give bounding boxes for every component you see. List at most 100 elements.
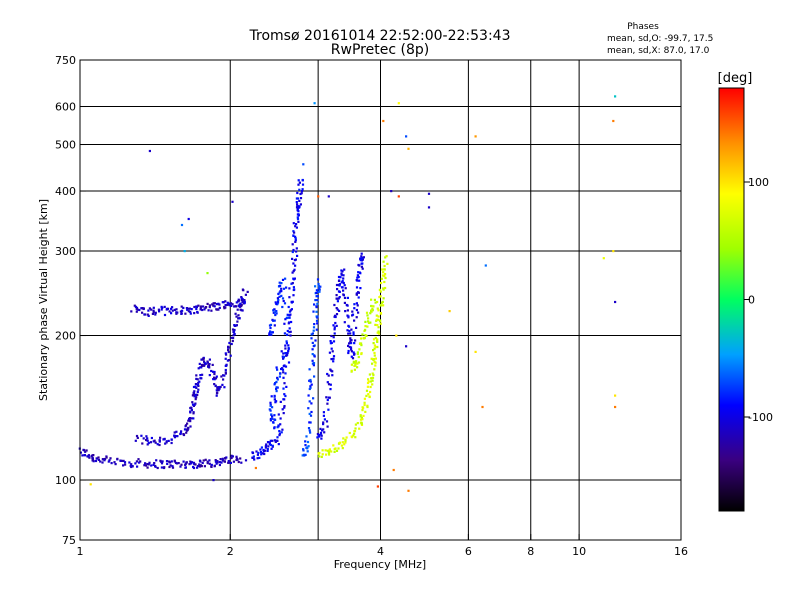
data-point — [146, 466, 149, 469]
data-point — [283, 322, 286, 325]
data-point — [348, 431, 351, 435]
data-point — [347, 351, 350, 355]
data-point — [296, 191, 299, 195]
data-point — [297, 183, 300, 186]
data-point — [350, 363, 353, 366]
data-point — [273, 414, 276, 417]
data-point — [197, 388, 200, 391]
data-point — [192, 461, 196, 464]
data-point — [237, 314, 240, 317]
data-point — [227, 359, 231, 362]
legend-o-stats: mean, sd,O: -99.7, 17.5 — [607, 34, 713, 44]
data-point — [189, 312, 192, 315]
data-point — [224, 457, 227, 460]
data-point — [293, 277, 296, 280]
data-point — [370, 298, 373, 301]
data-point — [107, 460, 110, 463]
data-point — [206, 272, 209, 275]
data-point — [377, 315, 380, 318]
data-point — [195, 307, 198, 311]
data-point — [361, 406, 364, 409]
data-point — [190, 308, 193, 311]
data-point — [301, 188, 304, 191]
data-point — [326, 449, 329, 452]
data-point — [230, 342, 233, 346]
data-point — [165, 460, 169, 463]
data-point — [268, 333, 271, 336]
data-point — [293, 259, 296, 262]
data-point — [316, 436, 319, 439]
y-tick-label: 100 — [55, 474, 76, 487]
data-point — [614, 394, 617, 397]
data-point — [370, 357, 373, 360]
data-point — [210, 465, 213, 468]
data-point — [344, 438, 347, 441]
data-point — [366, 381, 370, 385]
data-point — [292, 277, 295, 280]
data-point — [358, 427, 361, 430]
data-point — [360, 344, 363, 347]
data-point — [614, 405, 617, 409]
data-point — [285, 354, 288, 357]
data-point — [116, 457, 119, 460]
data-point — [378, 288, 381, 291]
data-point — [135, 310, 138, 313]
data-point — [377, 326, 380, 329]
data-point — [196, 390, 199, 394]
data-point — [161, 460, 164, 463]
data-point — [338, 296, 341, 299]
data-point — [273, 311, 276, 314]
data-point — [188, 463, 191, 466]
data-point — [296, 203, 299, 206]
data-point — [238, 305, 241, 308]
data-point — [614, 95, 617, 98]
data-point — [272, 421, 275, 424]
data-point — [448, 310, 451, 313]
data-point — [356, 276, 359, 279]
data-point — [315, 310, 318, 313]
data-point — [332, 357, 335, 360]
colorbar-ticks: 100 0 -100 — [744, 176, 773, 424]
data-point — [310, 383, 313, 386]
data-point — [306, 440, 310, 444]
data-point — [384, 286, 387, 290]
data-point — [279, 290, 282, 293]
data-point — [342, 437, 345, 440]
data-point — [338, 283, 341, 286]
data-point — [150, 308, 153, 311]
data-point — [213, 302, 217, 305]
data-point — [329, 368, 332, 371]
data-point — [229, 302, 233, 305]
colorbar-tick-label: 0 — [748, 294, 755, 307]
data-point — [298, 199, 301, 202]
data-point — [146, 437, 149, 440]
data-point — [87, 455, 90, 458]
data-point — [273, 319, 276, 322]
data-point — [190, 462, 193, 465]
data-point — [203, 360, 206, 363]
data-point — [236, 320, 239, 323]
data-point — [347, 332, 350, 335]
data-point — [334, 315, 337, 318]
data-point — [321, 453, 324, 456]
data-point — [177, 462, 180, 465]
data-point — [251, 451, 254, 454]
data-point — [271, 444, 274, 447]
data-point — [220, 461, 223, 464]
data-point — [370, 377, 373, 380]
data-point — [287, 344, 290, 347]
data-point — [337, 297, 340, 300]
data-point — [330, 334, 333, 338]
data-point — [308, 421, 311, 424]
data-point — [156, 443, 159, 446]
data-point — [308, 368, 311, 371]
data-point — [271, 439, 274, 442]
data-point — [354, 436, 357, 439]
data-point — [285, 286, 288, 289]
data-point — [194, 393, 197, 396]
data-point — [308, 379, 311, 382]
data-point — [146, 439, 149, 442]
data-point — [288, 287, 291, 290]
data-point — [284, 277, 287, 280]
